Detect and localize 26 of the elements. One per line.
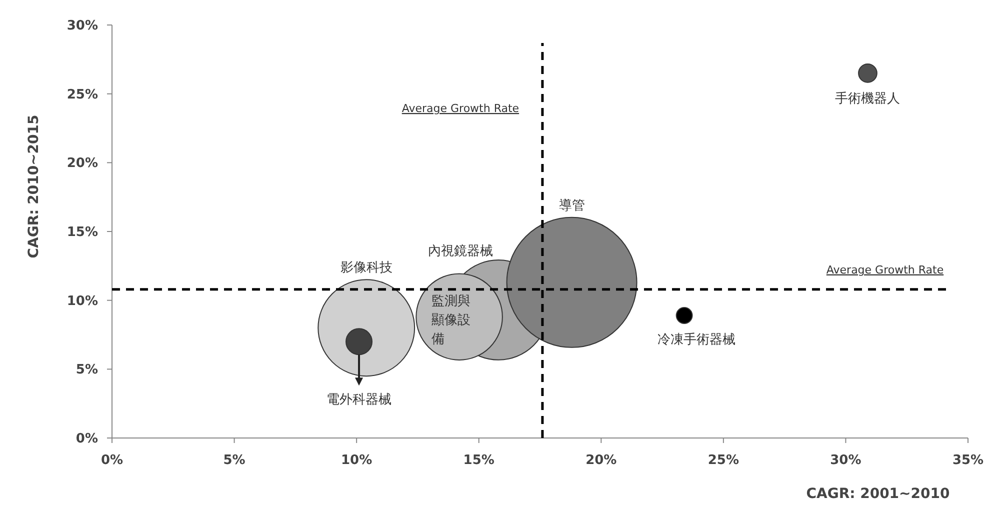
series-label: 監測與顯像設備	[431, 294, 470, 347]
x-tick-label: 15%	[463, 453, 494, 468]
y-tick-label: 0%	[76, 432, 98, 447]
x-tick-label: 35%	[952, 453, 984, 468]
series-label: 影像科技	[340, 260, 392, 276]
text: 電外科器械	[326, 392, 392, 408]
y-tick-label: 15%	[66, 225, 98, 240]
x-tick-label: 0%	[100, 453, 124, 468]
x-tick-label: 25%	[708, 453, 739, 468]
series-label: 導管	[558, 198, 585, 214]
x-tick-label: 20%	[586, 453, 617, 468]
x-tick-label: 5%	[223, 453, 246, 468]
y-tick-label: 10%	[66, 294, 98, 309]
y-tick-label: 25%	[66, 87, 98, 102]
y-axis-title: CAGR: 2010~2015	[26, 114, 42, 258]
y-tick-label: 30%	[66, 18, 98, 34]
y-tick-label: 5%	[76, 362, 98, 378]
x-tick-label: 30%	[830, 453, 862, 468]
series-label: 冷凍手術器械	[657, 332, 736, 348]
ref-line-label: Average Growth Rate	[826, 263, 944, 276]
series-label: 內視鏡器械	[428, 244, 493, 260]
x-tick-label: 10%	[341, 453, 372, 468]
series-label: 手術機器人	[835, 91, 900, 106]
ref-line-label: Average Growth Rate	[402, 102, 520, 115]
y-tick-label: 20%	[66, 156, 98, 172]
x-axis-title: CAGR: 2001~2010	[806, 486, 950, 502]
